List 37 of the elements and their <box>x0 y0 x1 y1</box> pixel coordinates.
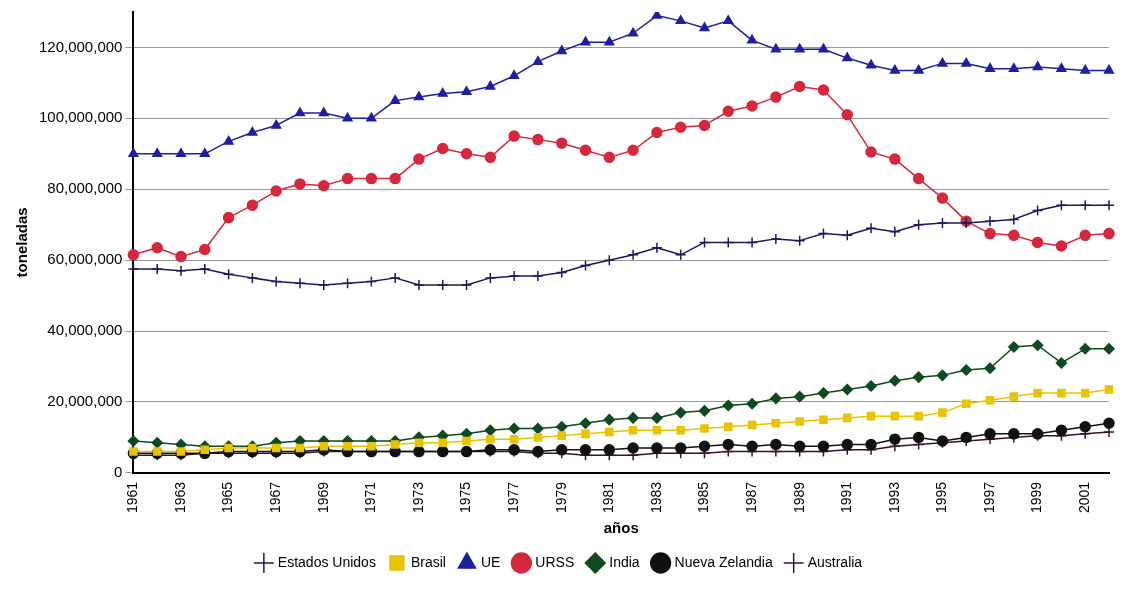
x-tick-label: 1969 <box>314 481 331 514</box>
x-tick-label: 1991 <box>838 481 855 514</box>
legend-label: Australia <box>807 553 863 570</box>
x-tick-label: 1963 <box>171 481 188 514</box>
y-tick-label: 20,000,000 <box>47 392 123 410</box>
legend-label: Brasil <box>410 553 446 570</box>
x-tick-label: 1975 <box>457 481 474 514</box>
legend-label: URSS <box>535 553 575 570</box>
y-tick-label: 0 <box>114 463 123 480</box>
x-tick-label: 1989 <box>790 481 807 514</box>
x-tick-label: 1987 <box>742 481 759 514</box>
legend-label: Nueva Zelandia <box>674 553 773 570</box>
y-axis-title: toneladas <box>13 207 31 278</box>
y-tick-label: 80,000,000 <box>47 179 123 197</box>
x-tick-label: 1979 <box>552 481 569 514</box>
x-tick-label: 1993 <box>885 481 902 514</box>
x-tick-label: 1967 <box>267 481 284 514</box>
legend-label: India <box>609 553 640 570</box>
x-tick-label: 1973 <box>409 481 426 514</box>
x-axis-title: años <box>603 519 639 537</box>
x-tick-label: 1999 <box>1028 481 1045 514</box>
y-tick-label: 100,000,000 <box>38 108 123 126</box>
x-tick-label: 1981 <box>600 481 617 514</box>
legend-label: Estados Unidos <box>277 553 376 570</box>
x-tick-label: 1977 <box>504 481 521 514</box>
y-tick-label: 120,000,000 <box>38 37 123 55</box>
x-tick-label: 1971 <box>362 481 379 514</box>
y-tick-label: 40,000,000 <box>47 321 123 339</box>
y-tick-label: 60,000,000 <box>47 250 123 268</box>
x-tick-label: 1995 <box>933 481 950 514</box>
x-tick-label: 1983 <box>647 481 664 514</box>
x-tick-label: 1997 <box>980 481 997 514</box>
x-tick-label: 1965 <box>219 481 236 514</box>
x-tick-label: 1961 <box>124 481 141 514</box>
legend-label: UE <box>480 553 501 570</box>
x-tick-label: 2001 <box>1076 481 1093 514</box>
x-tick-label: 1985 <box>695 481 712 514</box>
